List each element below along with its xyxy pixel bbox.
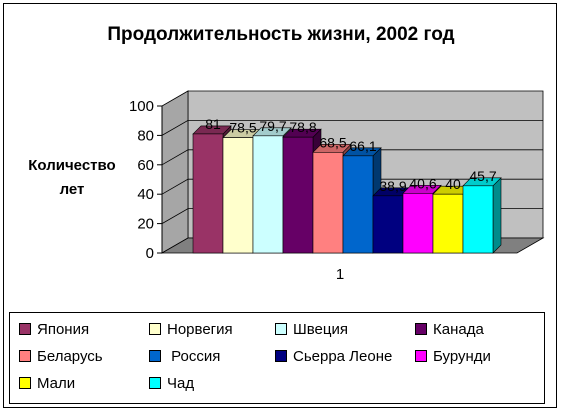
chart-title: Продолжительность жизни, 2002 год <box>107 24 455 45</box>
legend-item: Россия <box>149 346 220 366</box>
bar <box>312 152 344 254</box>
legend-swatch <box>415 350 427 362</box>
legend-item: Сьерра Леоне <box>275 346 392 366</box>
legend-swatch <box>19 377 31 389</box>
bar <box>252 135 284 254</box>
bar <box>192 133 224 254</box>
data-label: 40 <box>445 176 461 192</box>
legend-swatch <box>275 323 287 335</box>
data-label: 40,6 <box>409 175 436 191</box>
legend-swatch <box>149 377 161 389</box>
data-label: 79,7 <box>259 118 286 134</box>
data-label: 78,8 <box>289 119 316 135</box>
legend-label: Япония <box>37 320 90 338</box>
legend-label: Чад <box>167 374 195 392</box>
legend-label: Сьерра Леоне <box>293 347 393 365</box>
legend-item: Норвегия <box>149 319 233 339</box>
y-tick-label: 40 <box>137 186 154 203</box>
bar <box>372 195 404 254</box>
y-tick-label: 0 <box>146 245 154 262</box>
legend-label: Норвегия <box>167 320 233 338</box>
legend-swatch <box>19 350 31 362</box>
data-label: 68,5 <box>319 134 346 150</box>
legend-item: Япония <box>19 319 89 339</box>
bar <box>222 137 254 254</box>
data-label: 66,1 <box>349 138 376 154</box>
gridline <box>161 120 543 136</box>
legend-label: Мали <box>37 374 76 392</box>
side-wall <box>161 90 189 254</box>
data-label: 81 <box>205 116 221 132</box>
legend-item: Чад <box>149 373 194 393</box>
y-tick-label: 60 <box>137 157 154 174</box>
bar <box>282 136 314 254</box>
gridline <box>161 178 543 195</box>
legend-label: Беларусь <box>37 347 103 365</box>
legend-label: Россия <box>167 347 221 365</box>
x-tick-label: 1 <box>336 266 344 283</box>
bar-side <box>492 177 502 254</box>
legend-item: Канада <box>415 319 484 339</box>
data-label: 38,9 <box>379 178 406 194</box>
legend-item: Мали <box>19 373 75 393</box>
legend-swatch <box>275 350 287 362</box>
legend-label: Канада <box>433 320 484 338</box>
legend-label: Бурунди <box>433 347 491 365</box>
y-axis-label: Количество лет <box>28 157 116 198</box>
y-tick-label: 20 <box>137 216 154 233</box>
legend-item: Швеция <box>275 319 348 339</box>
gridline <box>161 149 543 166</box>
legend-item: Беларусь <box>19 346 103 366</box>
data-label: 78,5 <box>229 120 256 136</box>
y-tick-label: 80 <box>137 127 154 144</box>
bar <box>402 193 434 254</box>
bar <box>342 155 374 254</box>
bar <box>462 185 494 254</box>
y-tick-label: 100 <box>129 98 154 115</box>
legend-swatch <box>149 350 161 362</box>
legend-swatch <box>19 323 31 335</box>
bar <box>432 193 464 254</box>
legend-swatch <box>415 323 427 335</box>
legend-swatch <box>149 323 161 335</box>
legend-item: Бурунди <box>415 346 491 366</box>
data-label: 45,7 <box>469 168 496 184</box>
legend-label: Швеция <box>293 320 348 338</box>
legend: Япония Норвегия Швеция Канада Беларусь Росси… <box>9 312 545 404</box>
